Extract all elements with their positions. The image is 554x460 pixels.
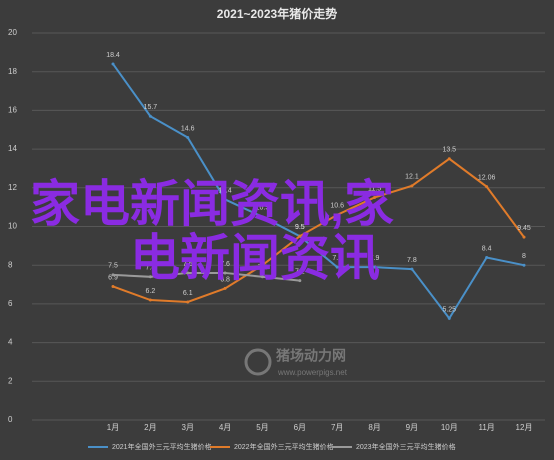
data-label: 6.9 — [108, 274, 118, 281]
point — [260, 215, 264, 219]
point — [298, 234, 302, 238]
y-tick-label: 8 — [8, 260, 13, 269]
series-line — [112, 157, 525, 303]
data-label: 13.5 — [442, 147, 456, 154]
point — [485, 255, 489, 259]
point — [148, 275, 152, 279]
x-tick-label: 3月 — [182, 423, 194, 432]
data-label: 11.4 — [219, 187, 232, 194]
data-label: 6.2 — [145, 288, 155, 295]
data-label: 14.6 — [181, 125, 195, 132]
series-line — [112, 63, 525, 321]
data-label: 9.5 — [295, 224, 305, 231]
point — [447, 157, 451, 161]
point — [373, 265, 377, 269]
data-label: 7.4 — [258, 265, 268, 272]
x-tick-label: 8月 — [368, 423, 380, 432]
y-tick-label: 10 — [8, 222, 17, 231]
point — [186, 300, 190, 304]
y-tick-label: 12 — [8, 183, 17, 192]
point — [335, 213, 339, 217]
point — [186, 135, 190, 139]
data-label: 5.25 — [442, 306, 456, 313]
x-tick-label: 7月 — [331, 423, 343, 432]
point — [223, 286, 227, 290]
watermark-logo — [244, 348, 272, 376]
point — [410, 184, 414, 188]
y-tick-label: 0 — [8, 415, 13, 424]
legend-label: 2021年全国外三元平均生猪价格 — [112, 442, 212, 451]
data-label: 7.9 — [332, 255, 342, 262]
data-label: 7.5 — [108, 263, 118, 270]
data-label: 8 — [261, 253, 265, 260]
y-tick-label: 4 — [8, 338, 13, 347]
data-label: 6.8 — [220, 276, 230, 283]
point — [111, 273, 115, 277]
x-tick-label: 1月 — [107, 423, 119, 432]
overlay-text: 电新闻资讯 — [130, 230, 380, 286]
point — [223, 197, 227, 201]
data-label: 10.6 — [330, 203, 344, 210]
legend-label: 2022年全国外三元平均生猪价格 — [234, 442, 334, 451]
x-tick-label: 4月 — [219, 423, 231, 432]
watermark-text: 猪场动力网 — [275, 348, 346, 364]
data-label: 6.1 — [183, 290, 193, 297]
x-tick-label: 11月 — [478, 423, 494, 432]
point — [373, 195, 377, 199]
point — [260, 275, 264, 279]
data-label: 9.5 — [295, 224, 305, 231]
chart-title: 2021~2023年猪价走势 — [217, 6, 337, 21]
x-tick-label: 5月 — [256, 423, 268, 432]
y-tick-label: 16 — [8, 106, 17, 115]
watermark-url: www.powerpigs.net — [277, 368, 348, 377]
point — [111, 62, 115, 66]
overlay-text: 家电新闻资讯,家 — [30, 176, 394, 232]
x-tick-label: 9月 — [406, 423, 418, 432]
data-label: 7.9 — [370, 255, 380, 262]
data-label: 7.2 — [295, 269, 305, 276]
point — [223, 271, 227, 275]
data-label: 9.45 — [517, 225, 531, 232]
point — [111, 284, 115, 288]
point — [485, 185, 489, 189]
point — [298, 279, 302, 283]
point — [148, 298, 152, 302]
point — [522, 235, 526, 239]
data-label: 12.1 — [405, 174, 419, 181]
point — [447, 316, 451, 320]
data-label: 7.8 — [407, 257, 417, 264]
data-label: 12.06 — [478, 174, 496, 181]
x-tick-label: 12月 — [516, 423, 533, 432]
data-label: 7.6 — [183, 261, 193, 268]
x-tick-label: 10月 — [441, 423, 458, 432]
point — [410, 267, 414, 271]
point — [522, 263, 526, 267]
data-label: 15.7 — [144, 104, 158, 111]
point — [186, 271, 190, 275]
data-label: 7.4 — [145, 265, 155, 272]
data-label: 8.4 — [482, 245, 492, 252]
series-line — [112, 271, 300, 282]
y-tick-label: 2 — [8, 376, 13, 385]
y-tick-label: 6 — [8, 299, 13, 308]
legend-label: 2023年全国外三元平均生猪价格 — [356, 442, 456, 451]
data-label: 8 — [522, 253, 526, 260]
y-tick-label: 14 — [8, 144, 17, 153]
y-tick-label: 18 — [8, 67, 17, 76]
data-label: 10.5 — [256, 205, 270, 212]
x-tick-label: 2月 — [144, 423, 156, 432]
x-tick-label: 6月 — [294, 423, 306, 432]
y-tick-label: 20 — [8, 28, 17, 37]
point — [335, 265, 339, 269]
point — [148, 114, 152, 118]
point — [260, 263, 264, 267]
data-label: 11.5 — [368, 185, 381, 192]
data-label: 18.4 — [106, 52, 120, 59]
data-label: 7.6 — [220, 261, 230, 268]
